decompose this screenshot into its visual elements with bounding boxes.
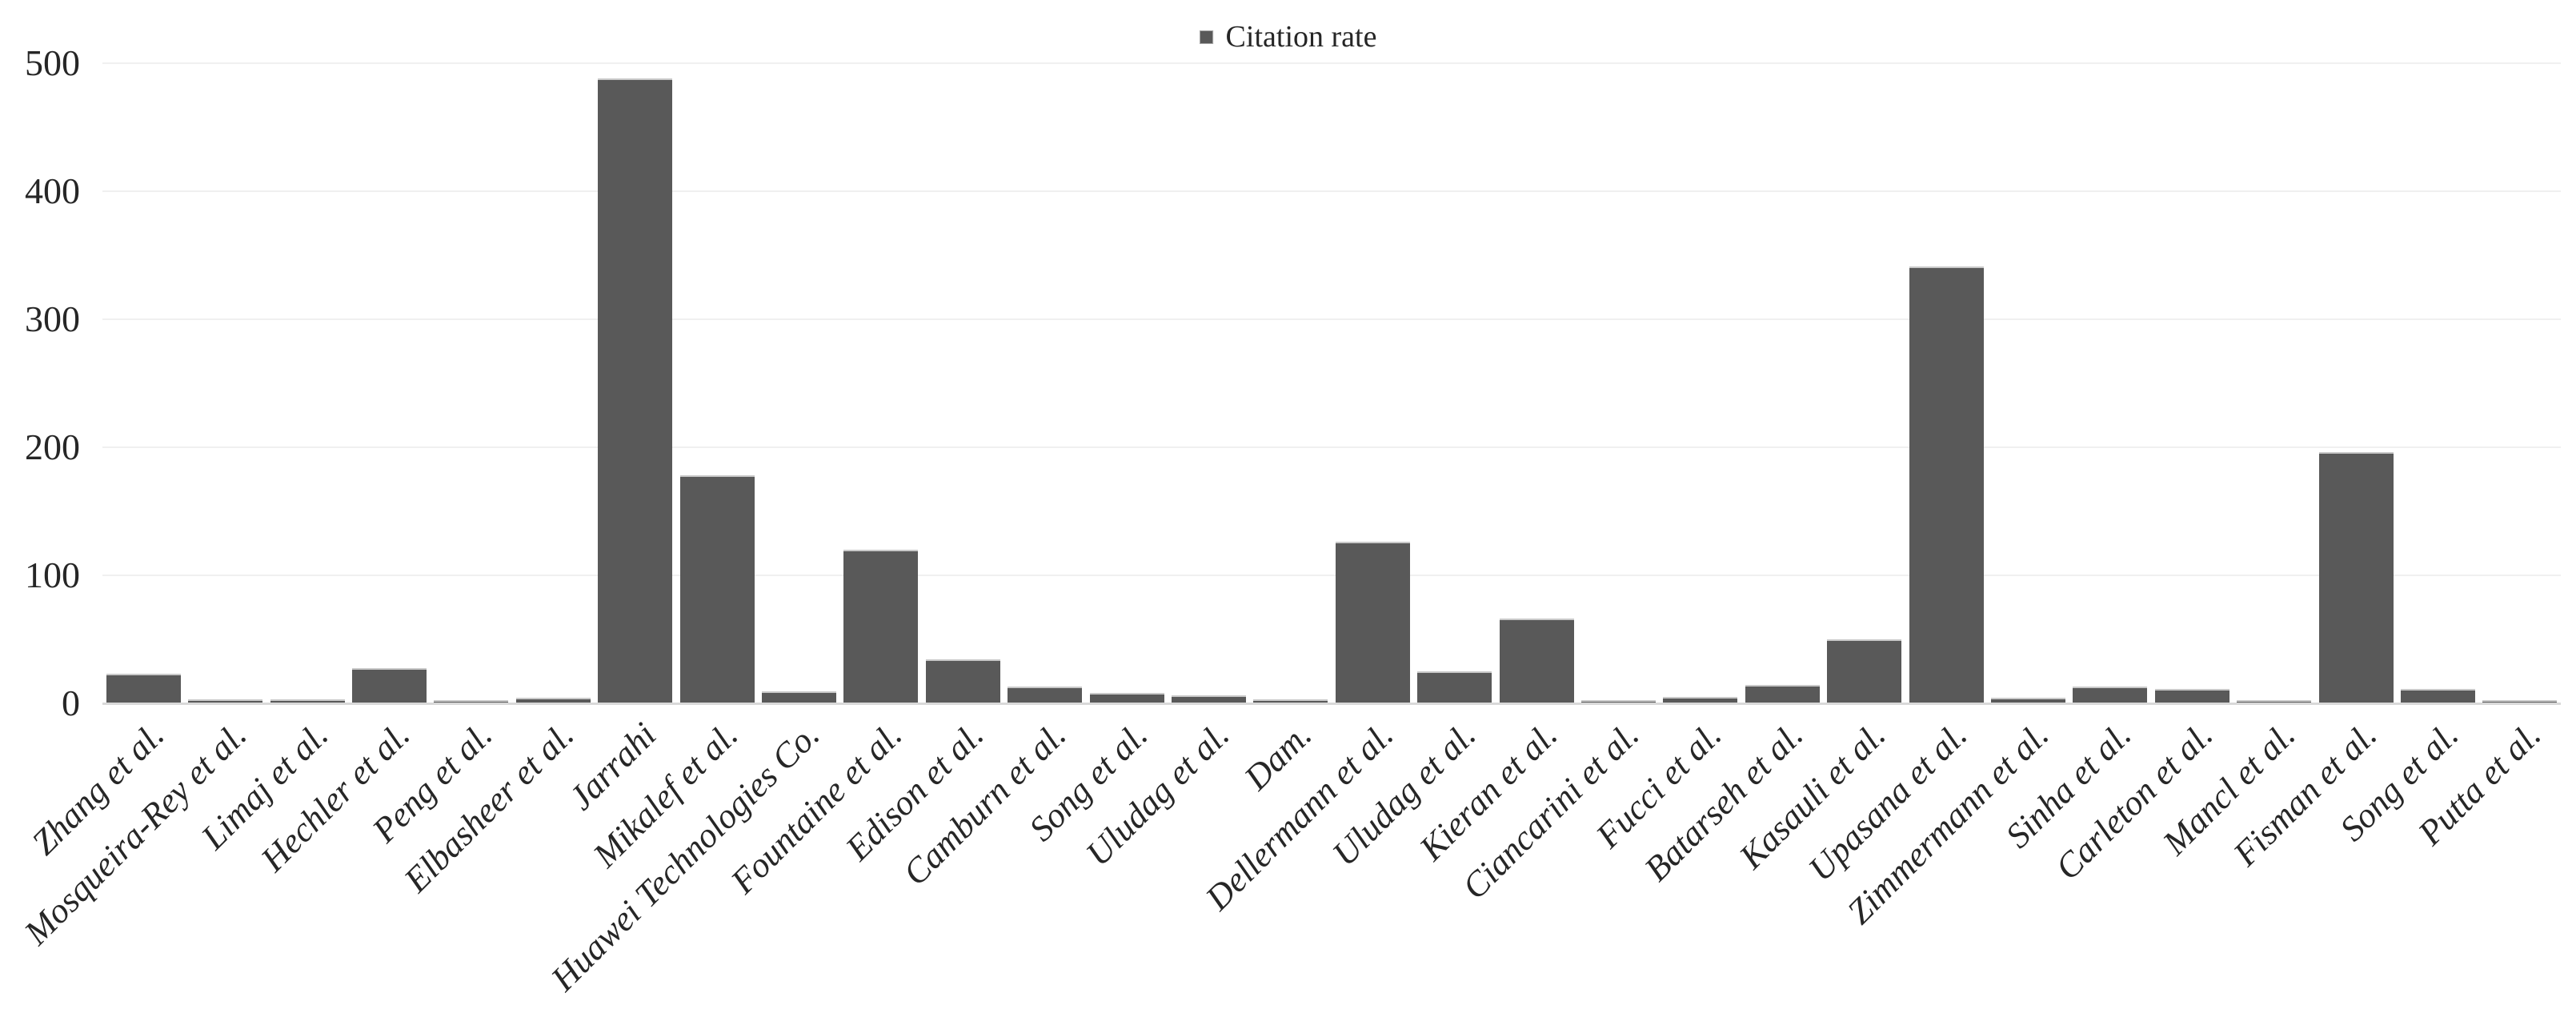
x-axis-line [102,703,2561,705]
bar-30 [2482,700,2558,703]
bar-29 [2400,689,2475,703]
y-tick-label-200: 200 [25,426,80,467]
y-tick-label-100: 100 [25,555,80,595]
bar-13 [1089,693,1164,703]
bar-4 [351,668,427,703]
bar-14 [1171,695,1246,703]
bar-12 [1008,687,1083,703]
legend: Citation rate [1199,18,1377,56]
bar-15 [1253,699,1328,703]
bar-17 [1417,671,1492,703]
bar-1 [106,674,181,703]
bar-8 [679,475,755,703]
y-tick-label-0: 0 [62,683,80,723]
bar-27 [2237,700,2312,703]
bar-6 [515,698,591,703]
bar-20 [1663,697,1738,703]
bar-9 [761,691,836,703]
gridline-100 [102,575,2561,576]
bar-7 [598,78,673,703]
legend-series-marker-icon [1199,30,1213,44]
legend-label: Citation rate [1225,20,1377,54]
bar-3 [270,699,345,703]
bar-26 [2154,689,2229,703]
y-tick-label-400: 400 [25,170,80,211]
y-tick-label-300: 300 [25,298,80,339]
y-tick-label-500: 500 [25,42,80,83]
bar-28 [2318,452,2394,703]
bar-18 [1499,619,1574,703]
bar-19 [1580,700,1656,703]
bar-25 [2073,687,2148,703]
gridline-500 [102,62,2561,64]
bar-23 [1909,266,1984,703]
bar-2 [188,699,263,703]
gridline-400 [102,190,2561,192]
plot-area [102,62,2561,705]
gridline-300 [102,318,2561,320]
bar-11 [925,659,1000,703]
bar-10 [843,550,919,703]
gridline-200 [102,446,2561,448]
bar-24 [1990,698,2065,703]
bar-22 [1827,639,1902,703]
bar-21 [1745,685,1820,703]
bar-5 [434,700,509,703]
bar-16 [1335,542,1410,703]
